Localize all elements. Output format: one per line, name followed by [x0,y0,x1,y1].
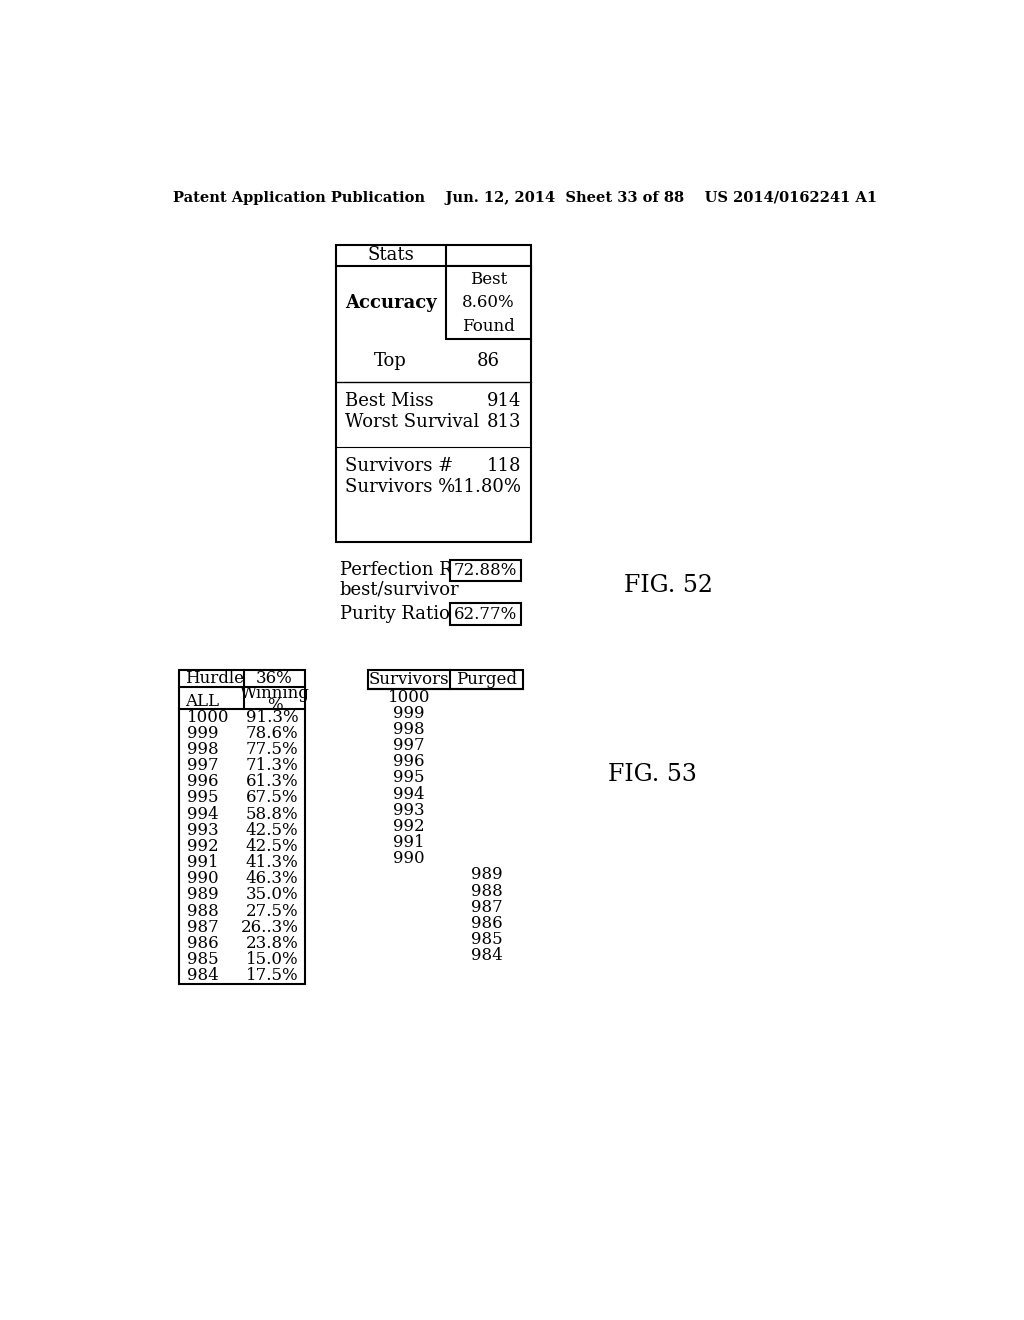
Bar [445,267,531,339]
Text: 993: 993 [187,822,218,838]
Text: 35.0%: 35.0% [246,887,299,903]
Text: 41.3%: 41.3% [246,854,299,871]
Text: 984: 984 [471,948,503,964]
Text: 78.6%: 78.6% [246,725,299,742]
Text: 42.5%: 42.5% [246,838,299,855]
Text: 987: 987 [471,899,503,916]
Text: best/survivor: best/survivor [340,581,459,598]
Text: Purity Ratio: Purity Ratio [340,606,450,623]
Text: 989: 989 [471,866,502,883]
Text: Winning: Winning [240,685,309,702]
Text: 993: 993 [393,801,425,818]
Text: 988: 988 [187,903,219,920]
Text: 27.5%: 27.5% [246,903,299,920]
Text: 999: 999 [393,705,425,722]
Text: 914: 914 [487,392,521,411]
Text: 997: 997 [187,758,218,774]
Text: 985: 985 [187,952,218,968]
Text: 67.5%: 67.5% [246,789,299,807]
Text: 991: 991 [393,834,425,851]
Text: 62.77%: 62.77% [454,606,517,623]
Text: Perfection Ratio: Perfection Ratio [340,561,487,579]
Text: 992: 992 [187,838,218,855]
Text: Best
8.60%
Found: Best 8.60% Found [462,271,515,335]
Text: 23.8%: 23.8% [246,935,299,952]
Text: 985: 985 [471,931,502,948]
Text: 11.80%: 11.80% [453,478,521,496]
Text: Best Miss: Best Miss [345,392,433,411]
Text: 86: 86 [477,351,500,370]
Text: 998: 998 [393,721,425,738]
Text: 118: 118 [487,458,521,475]
Text: 987: 987 [187,919,219,936]
Text: Top: Top [375,351,408,370]
Bar [336,244,531,543]
Text: 994: 994 [187,805,218,822]
Text: FIG. 52: FIG. 52 [624,574,713,597]
Text: 77.5%: 77.5% [246,741,299,758]
Text: FIG. 53: FIG. 53 [608,763,697,785]
Text: Stats: Stats [368,247,414,264]
Text: Purged: Purged [456,671,517,688]
Bar [369,671,523,689]
Text: 989: 989 [187,887,218,903]
Bar [450,560,521,581]
Text: 996: 996 [393,754,425,770]
Text: Patent Application Publication    Jun. 12, 2014  Sheet 33 of 88    US 2014/01622: Patent Application Publication Jun. 12, … [173,191,877,206]
Text: 995: 995 [393,770,425,787]
Text: 61.3%: 61.3% [246,774,299,791]
Text: 986: 986 [471,915,502,932]
Text: 998: 998 [187,741,218,758]
Text: 994: 994 [393,785,425,803]
Text: Survivors %: Survivors % [345,478,456,496]
Text: 995: 995 [187,789,218,807]
Text: 813: 813 [487,413,521,430]
Text: 988: 988 [471,883,503,899]
Text: 997: 997 [393,737,425,754]
Bar [179,671,305,983]
Text: %: % [266,697,283,714]
Text: 17.5%: 17.5% [246,968,299,985]
Bar [450,603,521,626]
Text: Worst Survival: Worst Survival [345,413,479,430]
Text: 72.88%: 72.88% [454,562,517,579]
Text: 91.3%: 91.3% [246,709,299,726]
Text: ALL: ALL [185,693,219,710]
Text: 46.3%: 46.3% [246,870,299,887]
Text: 990: 990 [393,850,425,867]
Text: 986: 986 [187,935,218,952]
Text: 58.8%: 58.8% [246,805,299,822]
Text: Hurdle: Hurdle [185,671,245,686]
Text: 71.3%: 71.3% [246,758,299,774]
Text: 42.5%: 42.5% [246,822,299,838]
Text: 990: 990 [187,870,218,887]
Text: 984: 984 [187,968,219,985]
Text: 996: 996 [187,774,218,791]
Text: Accuracy: Accuracy [345,294,436,312]
Text: 1000: 1000 [388,689,430,705]
Text: 36%: 36% [256,671,293,686]
Text: 999: 999 [187,725,218,742]
Text: 26..3%: 26..3% [241,919,299,936]
Text: 1000: 1000 [187,709,229,726]
Text: 992: 992 [393,818,425,834]
Text: 991: 991 [187,854,218,871]
Text: 15.0%: 15.0% [246,952,299,968]
Text: Survivors: Survivors [369,671,450,688]
Text: Survivors #: Survivors # [345,458,454,475]
